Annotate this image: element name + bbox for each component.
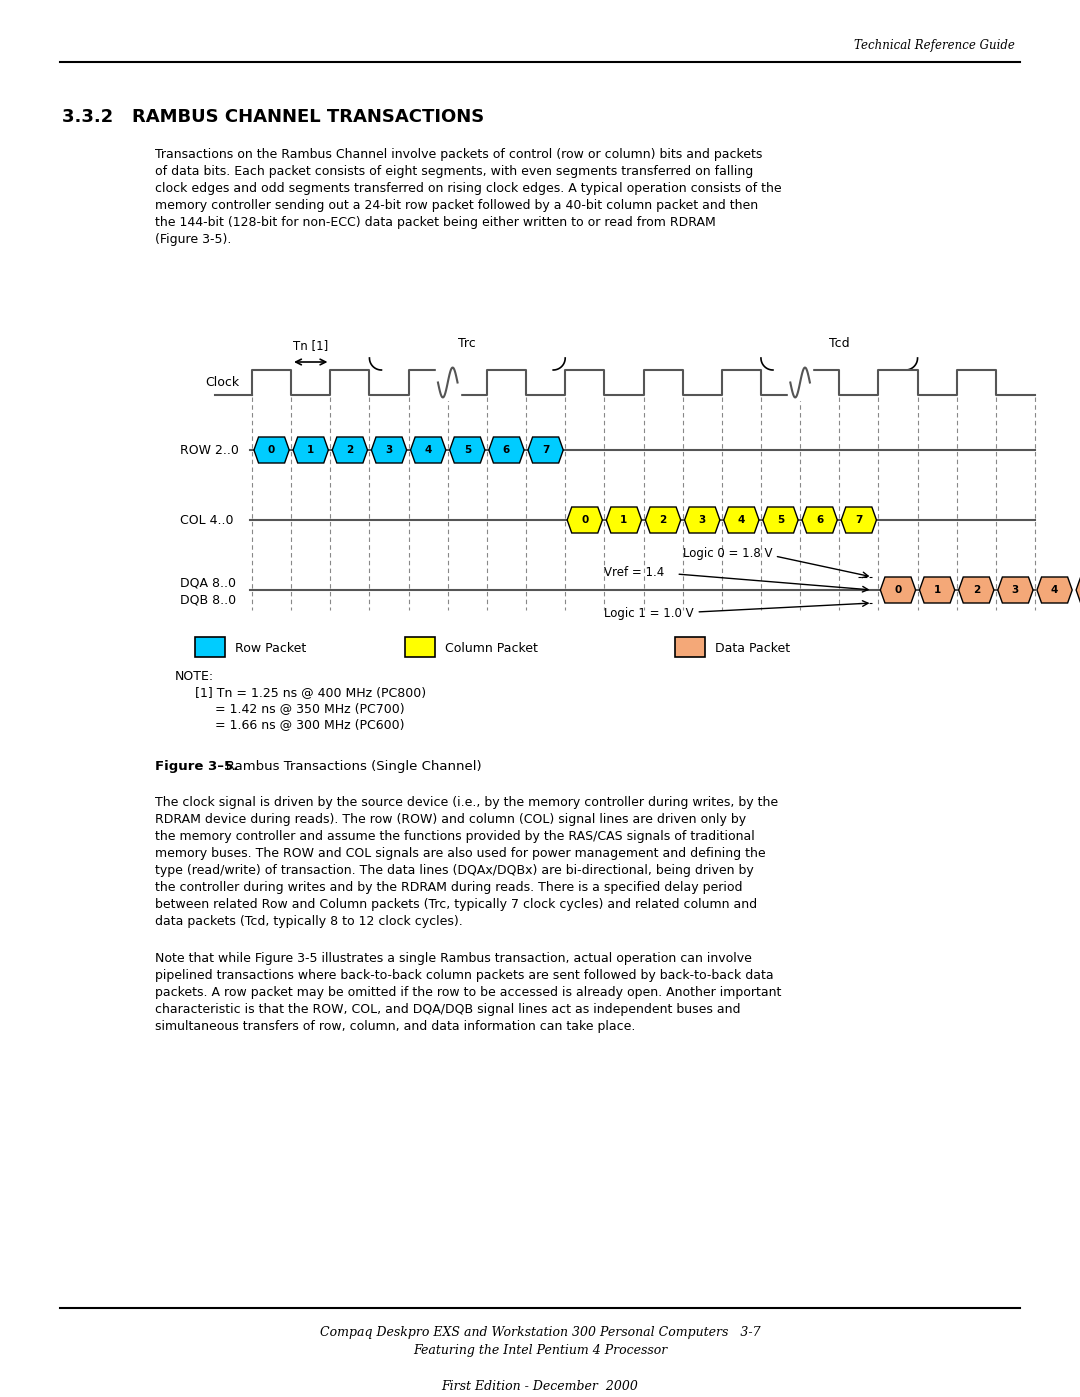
Text: 4: 4 — [738, 515, 745, 525]
Polygon shape — [489, 437, 524, 462]
Text: simultaneous transfers of row, column, and data information can take place.: simultaneous transfers of row, column, a… — [156, 1020, 635, 1032]
Text: data packets (Tcd, typically 8 to 12 clock cycles).: data packets (Tcd, typically 8 to 12 clo… — [156, 915, 462, 928]
Text: Column Packet: Column Packet — [445, 641, 538, 655]
Polygon shape — [919, 577, 955, 604]
Text: Logic 0 = 1.8 V: Logic 0 = 1.8 V — [683, 548, 772, 560]
Text: memory buses. The ROW and COL signals are also used for power management and def: memory buses. The ROW and COL signals ar… — [156, 847, 766, 861]
Text: The clock signal is driven by the source device (i.e., by the memory controller : The clock signal is driven by the source… — [156, 796, 778, 809]
Polygon shape — [333, 437, 367, 462]
Text: 6: 6 — [503, 446, 510, 455]
Text: Featuring the Intel Pentium 4 Processor: Featuring the Intel Pentium 4 Processor — [413, 1344, 667, 1356]
Text: DQA 8..0: DQA 8..0 — [180, 577, 237, 590]
Text: Note that while Figure 3-5 illustrates a single Rambus transaction, actual opera: Note that while Figure 3-5 illustrates a… — [156, 951, 752, 965]
Text: 7: 7 — [855, 515, 863, 525]
FancyBboxPatch shape — [405, 637, 435, 657]
Text: = 1.42 ns @ 350 MHz (PC700): = 1.42 ns @ 350 MHz (PC700) — [195, 703, 405, 715]
Polygon shape — [254, 437, 289, 462]
FancyBboxPatch shape — [195, 637, 225, 657]
Polygon shape — [802, 507, 837, 534]
Polygon shape — [293, 437, 328, 462]
FancyBboxPatch shape — [675, 637, 705, 657]
Polygon shape — [1076, 577, 1080, 604]
Polygon shape — [606, 507, 642, 534]
Text: Tcd: Tcd — [829, 337, 850, 351]
Text: Technical Reference Guide: Technical Reference Guide — [854, 39, 1015, 52]
Text: RDRAM device during reads). The row (ROW) and column (COL) signal lines are driv: RDRAM device during reads). The row (ROW… — [156, 813, 746, 826]
Text: 2: 2 — [973, 585, 980, 595]
Polygon shape — [372, 437, 407, 462]
Polygon shape — [998, 577, 1034, 604]
Text: of data bits. Each packet consists of eight segments, with even segments transfe: of data bits. Each packet consists of ei… — [156, 165, 753, 177]
Text: 1: 1 — [933, 585, 941, 595]
Polygon shape — [410, 437, 446, 462]
Text: 5: 5 — [777, 515, 784, 525]
Text: packets. A row packet may be omitted if the row to be accessed is already open. : packets. A row packet may be omitted if … — [156, 986, 781, 999]
Text: 2: 2 — [660, 515, 666, 525]
Polygon shape — [685, 507, 720, 534]
Polygon shape — [762, 507, 798, 534]
Text: type (read/write) of transaction. The data lines (DQAx/DQBx) are bi-directional,: type (read/write) of transaction. The da… — [156, 863, 754, 877]
Polygon shape — [880, 577, 916, 604]
Text: characteristic is that the ROW, COL, and DQA/DQB signal lines act as independent: characteristic is that the ROW, COL, and… — [156, 1003, 741, 1016]
Text: 0: 0 — [268, 446, 275, 455]
Polygon shape — [724, 507, 759, 534]
Text: 6: 6 — [816, 515, 823, 525]
Polygon shape — [646, 507, 680, 534]
Polygon shape — [841, 507, 877, 534]
Polygon shape — [959, 577, 994, 604]
Text: the controller during writes and by the RDRAM during reads. There is a specified: the controller during writes and by the … — [156, 882, 743, 894]
Text: 0: 0 — [581, 515, 589, 525]
Text: Logic 1 = 1.0 V: Logic 1 = 1.0 V — [605, 608, 694, 620]
Polygon shape — [1037, 577, 1072, 604]
Text: DQB 8..0: DQB 8..0 — [180, 594, 237, 606]
Text: Tn [1]: Tn [1] — [293, 339, 328, 352]
Polygon shape — [449, 437, 485, 462]
Text: Data Packet: Data Packet — [715, 641, 791, 655]
Text: 3: 3 — [386, 446, 393, 455]
Text: Vref = 1.4: Vref = 1.4 — [605, 566, 664, 578]
Text: 2: 2 — [347, 446, 353, 455]
Text: 4: 4 — [424, 446, 432, 455]
Text: COL 4..0: COL 4..0 — [180, 514, 233, 527]
Text: 0: 0 — [894, 585, 902, 595]
Text: 5: 5 — [463, 446, 471, 455]
Text: First Edition - December  2000: First Edition - December 2000 — [442, 1380, 638, 1393]
Text: the memory controller and assume the functions provided by the RAS/CAS signals o: the memory controller and assume the fun… — [156, 830, 755, 842]
Text: 3: 3 — [699, 515, 706, 525]
Text: Clock: Clock — [205, 376, 239, 388]
Text: 3: 3 — [1012, 585, 1020, 595]
Text: = 1.66 ns @ 300 MHz (PC600): = 1.66 ns @ 300 MHz (PC600) — [195, 718, 405, 731]
Text: the 144-bit (128-bit for non-ECC) data packet being either written to or read fr: the 144-bit (128-bit for non-ECC) data p… — [156, 217, 716, 229]
Text: between related Row and Column packets (Trc, typically 7 clock cycles) and relat: between related Row and Column packets (… — [156, 898, 757, 911]
Text: [1] Tn = 1.25 ns @ 400 MHz (PC800): [1] Tn = 1.25 ns @ 400 MHz (PC800) — [195, 686, 427, 698]
Polygon shape — [567, 507, 603, 534]
Text: (Figure 3-5).: (Figure 3-5). — [156, 233, 231, 246]
Text: 7: 7 — [542, 446, 550, 455]
Text: 4: 4 — [1051, 585, 1058, 595]
Text: memory controller sending out a 24-bit row packet followed by a 40-bit column pa: memory controller sending out a 24-bit r… — [156, 198, 758, 212]
Text: Rambus Transactions (Single Channel): Rambus Transactions (Single Channel) — [213, 760, 482, 773]
Text: Row Packet: Row Packet — [235, 641, 307, 655]
Text: Trc: Trc — [458, 337, 476, 351]
Text: pipelined transactions where back-to-back column packets are sent followed by ba: pipelined transactions where back-to-bac… — [156, 970, 773, 982]
Text: Transactions on the Rambus Channel involve packets of control (row or column) bi: Transactions on the Rambus Channel invol… — [156, 148, 762, 161]
Text: 1: 1 — [620, 515, 627, 525]
Text: Compaq Deskpro EXS and Workstation 300 Personal Computers   3-7: Compaq Deskpro EXS and Workstation 300 P… — [320, 1326, 760, 1338]
Text: 3.3.2   RAMBUS CHANNEL TRANSACTIONS: 3.3.2 RAMBUS CHANNEL TRANSACTIONS — [62, 108, 484, 126]
Polygon shape — [528, 437, 564, 462]
Text: NOTE:: NOTE: — [175, 671, 214, 683]
Text: 1: 1 — [307, 446, 314, 455]
Text: Figure 3–5.: Figure 3–5. — [156, 760, 239, 773]
Text: clock edges and odd segments transferred on rising clock edges. A typical operat: clock edges and odd segments transferred… — [156, 182, 782, 196]
Text: ROW 2..0: ROW 2..0 — [180, 443, 239, 457]
